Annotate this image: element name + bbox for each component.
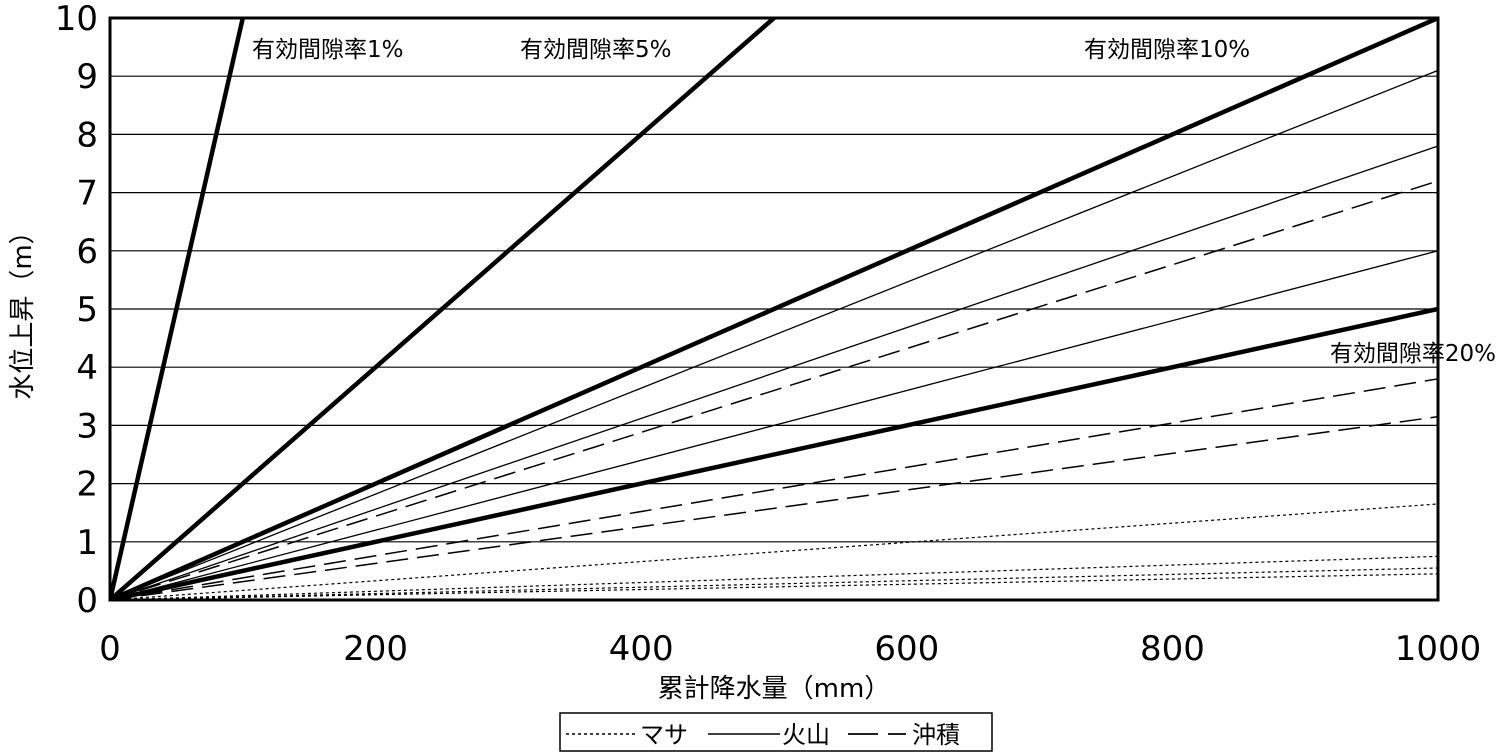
y-tick-label: 9 <box>76 57 98 97</box>
y-tick-label: 8 <box>76 115 98 155</box>
legend-label: マサ <box>640 721 688 749</box>
y-tick-label: 4 <box>76 348 98 388</box>
x-tick-label: 800 <box>1140 629 1205 669</box>
y-tick-label: 0 <box>76 581 98 621</box>
series-line-3 <box>110 180 1438 600</box>
reference-line-2 <box>110 18 1438 600</box>
y-tick-label: 1 <box>76 523 98 563</box>
y-axis-title: 水位上昇（m） <box>8 218 38 399</box>
y-tick-label: 6 <box>76 232 98 272</box>
x-tick-label: 600 <box>874 629 939 669</box>
series-line-1 <box>110 145 1438 600</box>
reference-line-label: 有効間隙率1% <box>252 37 404 63</box>
legend-label: 火山 <box>782 721 830 749</box>
series-line-9 <box>110 573 1438 600</box>
y-tick-label: 5 <box>76 290 98 330</box>
series-line-2 <box>110 250 1438 600</box>
reference-line-label: 有効間隙率10% <box>1084 37 1250 63</box>
x-axis-title: 累計降水量（mm） <box>658 674 891 704</box>
series-line-5 <box>110 415 1438 600</box>
series-line-0 <box>110 69 1438 600</box>
x-tick-label: 400 <box>609 629 674 669</box>
reference-line-0 <box>110 18 246 600</box>
reference-line-label: 有効間隙率20% <box>1330 341 1496 367</box>
reference-lines <box>110 18 1438 600</box>
x-tick-label: 1000 <box>1395 629 1482 669</box>
reference-line-1 <box>110 18 778 600</box>
legend: マサ 火山 沖積 <box>559 712 993 752</box>
x-tick-label: 200 <box>343 629 408 669</box>
plot-frame <box>108 16 1440 602</box>
y-tick-label: 3 <box>76 406 98 446</box>
reference-line-3 <box>110 306 1438 600</box>
data-series <box>110 69 1438 600</box>
y-tick-label: 2 <box>76 465 98 505</box>
series-line-6 <box>110 503 1438 600</box>
y-tick-label: 10 <box>55 0 98 39</box>
series-line-8 <box>110 567 1438 600</box>
legend-label: 沖積 <box>912 721 960 749</box>
tick-labels: 0 1 2 3 4 5 6 7 8 9 10 0 200 400 600 800 1000 <box>55 0 1482 669</box>
legend-box <box>559 712 993 752</box>
reference-line-label: 有効間隙率5% <box>520 37 672 63</box>
y-tick-label: 7 <box>76 174 98 214</box>
series-line-4 <box>110 378 1438 600</box>
annotations: 有効間隙率1% 有効間隙率5% 有効間隙率10% 有効間隙率20% <box>252 37 1496 367</box>
x-tick-label: 0 <box>99 629 121 669</box>
